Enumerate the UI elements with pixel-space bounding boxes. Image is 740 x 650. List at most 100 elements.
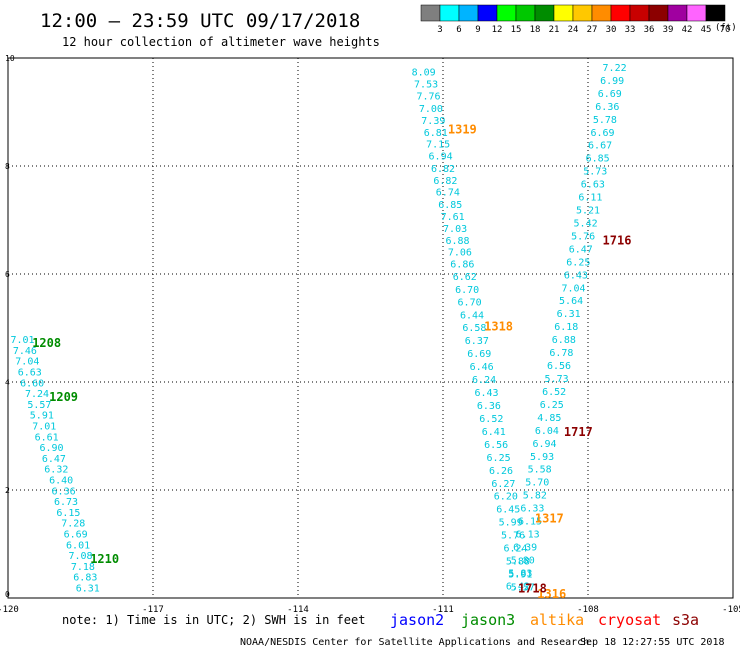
swh-point: 6.44 xyxy=(460,310,484,321)
swh-point: 6.69 xyxy=(598,89,622,100)
mission-jason3-label: jason3 xyxy=(461,611,515,629)
swh-point: 6.20 xyxy=(494,492,518,503)
swh-point: 7.04 xyxy=(15,357,39,368)
swh-point: 6.88 xyxy=(445,236,469,247)
swh-point: 6.78 xyxy=(549,348,573,359)
swh-point: 6.27 xyxy=(491,479,515,490)
colorbar-swatch xyxy=(477,4,498,22)
footer-credit: NOAA/NESDIS Center for Satellite Applica… xyxy=(240,637,589,648)
swh-point: 6.69 xyxy=(64,530,88,541)
page-subtitle: 12 hour collection of altimeter wave hei… xyxy=(62,35,380,49)
swh-point: 5.91 xyxy=(508,569,532,580)
swh-point: 6.56 xyxy=(547,361,571,372)
swh-point: 6.47 xyxy=(42,454,66,465)
swh-point: 6.86 xyxy=(450,260,474,271)
colorbar-swatch xyxy=(629,4,650,22)
mission-altika-label: altika xyxy=(530,611,584,629)
swh-point: 6.74 xyxy=(436,188,460,199)
swh-points: 7.017.467.046.636.607.245.575.917.016.61… xyxy=(10,63,626,595)
swh-point: 8.09 xyxy=(412,67,436,78)
swh-point: 5.88 xyxy=(506,557,530,568)
colorbar-label: 18 xyxy=(530,25,541,35)
swh-point: 7.01 xyxy=(32,422,56,433)
pass-time-label: 1209 xyxy=(49,390,78,404)
swh-point: 5.82 xyxy=(523,491,547,502)
colorbar-swatch xyxy=(572,4,593,22)
x-tick-label: -111 xyxy=(432,605,454,615)
swh-point: 6.88 xyxy=(552,335,576,346)
swh-point: 7.06 xyxy=(448,248,472,259)
pass-time-label: 1316 xyxy=(537,587,566,601)
plot-area: -120 -117 -114 -111 -108 -105 0 2 4 6 8 10 xyxy=(0,54,740,615)
x-tick-label: -105 xyxy=(722,605,740,615)
swh-point: 6.46 xyxy=(470,362,494,373)
colorbar-swatch xyxy=(458,4,479,22)
swh-point: 6.67 xyxy=(588,141,612,152)
colorbar-label: 42 xyxy=(682,25,693,35)
swh-point: 6.73 xyxy=(54,497,78,508)
swh-point: 6.04 xyxy=(535,426,559,437)
swh-point: 6.58 xyxy=(462,323,486,334)
swh-point: 6.85 xyxy=(438,200,462,211)
swh-point: 6.36 xyxy=(477,401,501,412)
swh-point: 6.83 xyxy=(73,573,97,584)
swh-point: 5.42 xyxy=(574,218,598,229)
swh-point: 7.03 xyxy=(443,224,467,235)
colorbar-label: 45 xyxy=(701,25,712,35)
colorbar-label: 27 xyxy=(587,25,598,35)
colorbar-swatch xyxy=(591,4,612,22)
swh-point: 5.76 xyxy=(571,231,595,242)
y-tick-label: 8 xyxy=(5,162,10,171)
swh-point: 6.70 xyxy=(455,285,479,296)
colorbar-label: 21 xyxy=(549,25,560,35)
colorbar-label: 39 xyxy=(663,25,674,35)
y-tick-label: 0 xyxy=(5,590,10,599)
swh-point: 7.46 xyxy=(13,346,37,357)
swh-point: 6.63 xyxy=(18,368,42,379)
swh-point: 6.70 xyxy=(458,297,482,308)
swh-point: 6.31 xyxy=(76,584,100,595)
swh-point: 6.62 xyxy=(453,272,477,283)
colorbar-swatch xyxy=(553,4,574,22)
colorbar-swatch xyxy=(515,4,536,22)
swh-point: 6.25 xyxy=(487,453,511,464)
swh-point: 6.56 xyxy=(484,440,508,451)
swh-point: 6.01 xyxy=(66,540,90,551)
colorbar-label: 36 xyxy=(644,25,655,35)
swh-point: 6.24 xyxy=(503,544,527,555)
y-tick-label: 6 xyxy=(5,270,10,279)
y-tick-label: 2 xyxy=(5,486,10,495)
swh-point: 7.76 xyxy=(416,92,440,103)
swh-point: 6.81 xyxy=(424,128,448,139)
swh-point: 5.73 xyxy=(583,167,607,178)
swh-point: 6.43 xyxy=(474,388,498,399)
pass-time-label: 1319 xyxy=(448,123,477,137)
colorbar-swatch xyxy=(648,4,669,22)
swh-point: 6.25 xyxy=(540,400,564,411)
colorbar-label: 15 xyxy=(511,25,522,35)
footer-timestamp: Sep 18 12:27:55 UTC 2018 xyxy=(580,637,725,648)
colorbar-label: 6 xyxy=(456,25,461,35)
swh-point: 7.22 xyxy=(603,63,627,74)
swh-point: 5.57 xyxy=(27,400,51,411)
swh-point: 6.37 xyxy=(465,336,489,347)
swh-point: 6.85 xyxy=(586,154,610,165)
swh-point: 5.78 xyxy=(593,115,617,126)
colorbar-label: 24 xyxy=(568,25,579,35)
swh-point: 5.76 xyxy=(501,531,525,542)
swh-point: 6.82 xyxy=(431,164,455,175)
legend-note: note: 1) Time is in UTC; 2) SWH is in fe… xyxy=(62,613,365,627)
swh-point: 6.90 xyxy=(39,443,63,454)
mission-s3a-label: s3a xyxy=(672,611,699,629)
swh-point: 7.01 xyxy=(10,335,34,346)
swh-point: 5.91 xyxy=(30,411,54,422)
time-labels: 1208 1209 1210 1319 1318 1317 1316 1716 1717 1718 xyxy=(32,123,631,601)
colorbar-label: 12 xyxy=(492,25,503,35)
mission-legend: jason2 jason3 altika cryosat s3a xyxy=(390,611,699,629)
swh-point: 6.13 xyxy=(516,530,540,541)
swh-point: 7.08 xyxy=(68,551,92,562)
swh-point: 6.69 xyxy=(590,128,614,139)
swh-point: 6.36 xyxy=(52,486,76,497)
swh-point: 6.36 xyxy=(595,102,619,113)
